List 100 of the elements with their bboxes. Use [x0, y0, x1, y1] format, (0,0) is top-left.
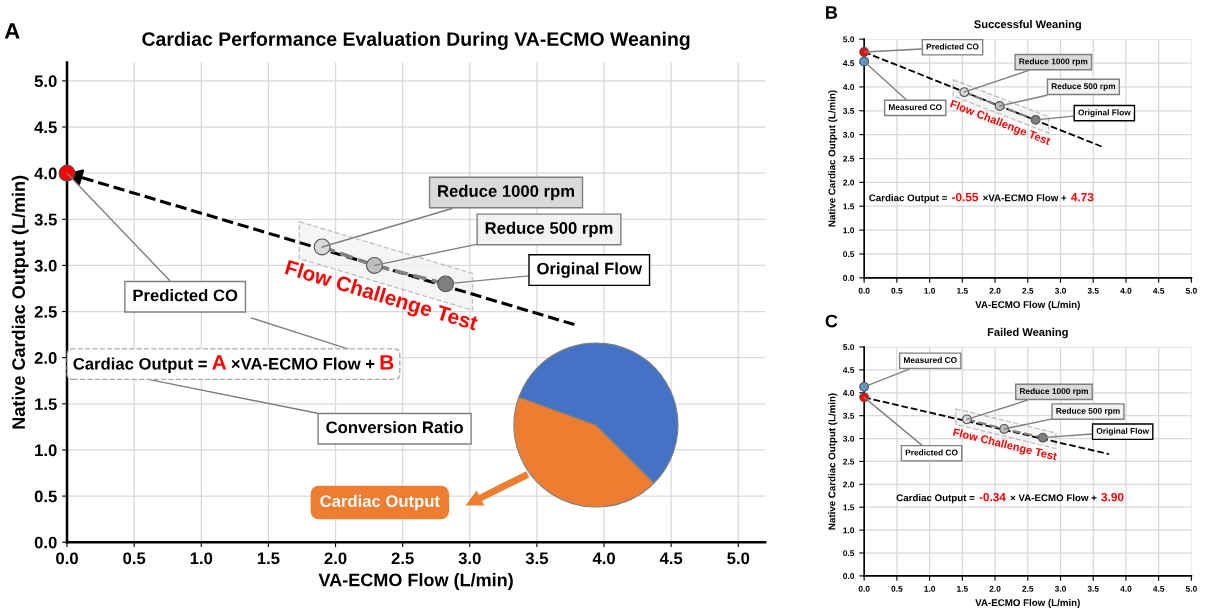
y-axis-title: Native Cardiac Output (L/min) — [828, 90, 838, 227]
y-tick-label: 1.0 — [843, 227, 855, 234]
x-tick-label: 1.0 — [190, 552, 213, 565]
x-tick-label: 5.0 — [727, 552, 750, 565]
annotation: Reduce 500 rpm — [1056, 407, 1120, 416]
x-tick-label: 3.5 — [525, 552, 549, 565]
y-tick-label: 3.0 — [34, 259, 57, 272]
y-tick-label: 4.5 — [34, 121, 57, 134]
y-tick-label: 1.5 — [35, 398, 57, 411]
x-tick-label: 1.5 — [957, 585, 968, 592]
y-tick-label: 4.0 — [34, 167, 57, 180]
y-tick-label: 3.5 — [843, 412, 855, 419]
annotation: ×VA-ECMO Flow + — [231, 357, 375, 370]
y-tick-label: 4.5 — [842, 367, 855, 373]
annotation: B — [380, 355, 394, 370]
annotation: Reduce 1000 rpm — [1019, 58, 1088, 66]
x-tick-label: 2.5 — [1022, 287, 1034, 294]
annotation: Cardiac Output = — [896, 494, 975, 504]
text: B — [826, 6, 838, 19]
x-tick-label: 1.5 — [257, 552, 280, 565]
y-tick-label: 4.0 — [842, 84, 855, 91]
y-tick-label: 0.0 — [843, 275, 855, 281]
x-tick-label: 3.5 — [1087, 287, 1099, 294]
annotation: Predicted CO — [133, 289, 238, 302]
x-tick-label: 4.5 — [1153, 287, 1165, 294]
y-tick-label: 2.5 — [34, 305, 57, 318]
y-tick-label: 2.0 — [843, 481, 855, 488]
annotation: -0.34 — [979, 492, 1006, 502]
text: A — [4, 23, 20, 39]
x-tick-label: 4.5 — [659, 552, 683, 565]
x-tick-label: 3.5 — [1087, 585, 1099, 592]
x-tick-label: 0.5 — [891, 287, 903, 294]
annotation: 4.73 — [1071, 192, 1094, 202]
y-tick-label: 1.0 — [843, 527, 855, 534]
annotation: Conversion Ratio — [326, 420, 463, 434]
x-tick-label: 1.5 — [957, 287, 968, 294]
y-tick-label: 3.5 — [34, 213, 57, 226]
annotation: Reduce 1000 rpm — [438, 184, 575, 201]
annotation: Cardiac Output = — [869, 194, 947, 204]
annotation: × VA-ECMO Flow + — [1010, 494, 1097, 502]
annotation: Reduce 500 rpm — [1051, 83, 1116, 91]
y-tick-label: 3.0 — [843, 435, 855, 442]
x-tick-label: 0.0 — [56, 552, 78, 565]
annotation: Reduce 500 rpm — [485, 221, 613, 238]
annotation: Original Flow — [1078, 109, 1131, 118]
annotation: Predicted CO — [926, 43, 979, 50]
y-tick-label: 3.5 — [843, 107, 855, 114]
x-tick-label: 2.5 — [1022, 585, 1034, 592]
x-tick-label: 2.0 — [989, 287, 1001, 294]
x-tick-label: 1.0 — [924, 287, 936, 294]
annotation: A — [212, 355, 227, 370]
x-tick-label: 5.0 — [1185, 287, 1197, 294]
annotation: Original Flow — [537, 262, 643, 278]
y-tick-label: 1.5 — [843, 504, 855, 511]
x-tick-label: 5.0 — [1185, 585, 1197, 592]
x-tick-label: 4.0 — [1120, 585, 1132, 592]
y-tick-label: 0.5 — [843, 251, 855, 258]
x-tick-label: 4.0 — [592, 552, 615, 565]
y-tick-label: 1.5 — [843, 203, 855, 210]
x-tick-label: 3.0 — [1054, 287, 1066, 294]
x-tick-label: 1.0 — [924, 585, 936, 592]
annotation: Cardiac Output = — [73, 357, 207, 373]
annotation: -0.55 — [952, 192, 979, 202]
annotation: Cardiac Output — [320, 494, 440, 511]
x-axis-title: VA-ECMO Flow (L/min) — [975, 598, 1080, 608]
x-tick-label: 2.0 — [324, 552, 347, 565]
y-axis-title: Native Cardiac Output (L/min) — [11, 175, 29, 429]
x-tick-label: 4.5 — [1153, 585, 1165, 592]
x-tick-label: 0.5 — [891, 585, 903, 592]
annotation: Original Flow — [1096, 427, 1150, 436]
x-tick-label: 3.0 — [458, 552, 481, 565]
y-tick-label: 5.0 — [843, 344, 855, 351]
y-tick-label: 2.5 — [843, 458, 855, 465]
y-tick-label: 0.5 — [34, 490, 57, 503]
text: C — [825, 314, 838, 328]
annotation: Reduce 1000 rpm — [1020, 387, 1088, 396]
y-tick-label: 3.0 — [843, 131, 855, 138]
y-axis-title: Native Cardiac Output (L/min) — [828, 393, 838, 530]
y-tick-label: 2.0 — [34, 352, 57, 364]
y-tick-label: 5.0 — [843, 36, 855, 43]
y-tick-label: 2.0 — [843, 179, 855, 186]
x-axis-title: VA-ECMO Flow (L/min) — [318, 573, 513, 590]
chart-title: Cardiac Performance Evaluation During VA-ECMO Weaning — [142, 31, 690, 50]
y-tick-label: 2.5 — [843, 155, 855, 162]
y-tick-label: 4.0 — [842, 389, 855, 396]
annotation: Measured CO — [888, 104, 942, 111]
y-tick-label: 0.0 — [843, 573, 855, 579]
x-tick-label: 2.0 — [989, 585, 1001, 592]
x-tick-label: 0.5 — [123, 552, 146, 565]
annotation: ×VA-ECMO Flow + — [983, 194, 1067, 202]
annotation: 3.90 — [1101, 492, 1124, 502]
y-tick-label: 4.5 — [842, 60, 855, 67]
x-tick-label: 3.0 — [1054, 585, 1066, 592]
chart-title: Failed Weaning — [987, 327, 1068, 339]
annotation: Predicted CO — [905, 449, 958, 456]
y-tick-label: 1.0 — [35, 444, 57, 457]
x-axis-title: VA-ECMO Flow (L/min) — [975, 300, 1080, 310]
x-tick-label: 4.0 — [1120, 287, 1132, 294]
chart-title: Successful Weaning — [974, 20, 1081, 31]
x-tick-label: 0.0 — [858, 585, 870, 592]
